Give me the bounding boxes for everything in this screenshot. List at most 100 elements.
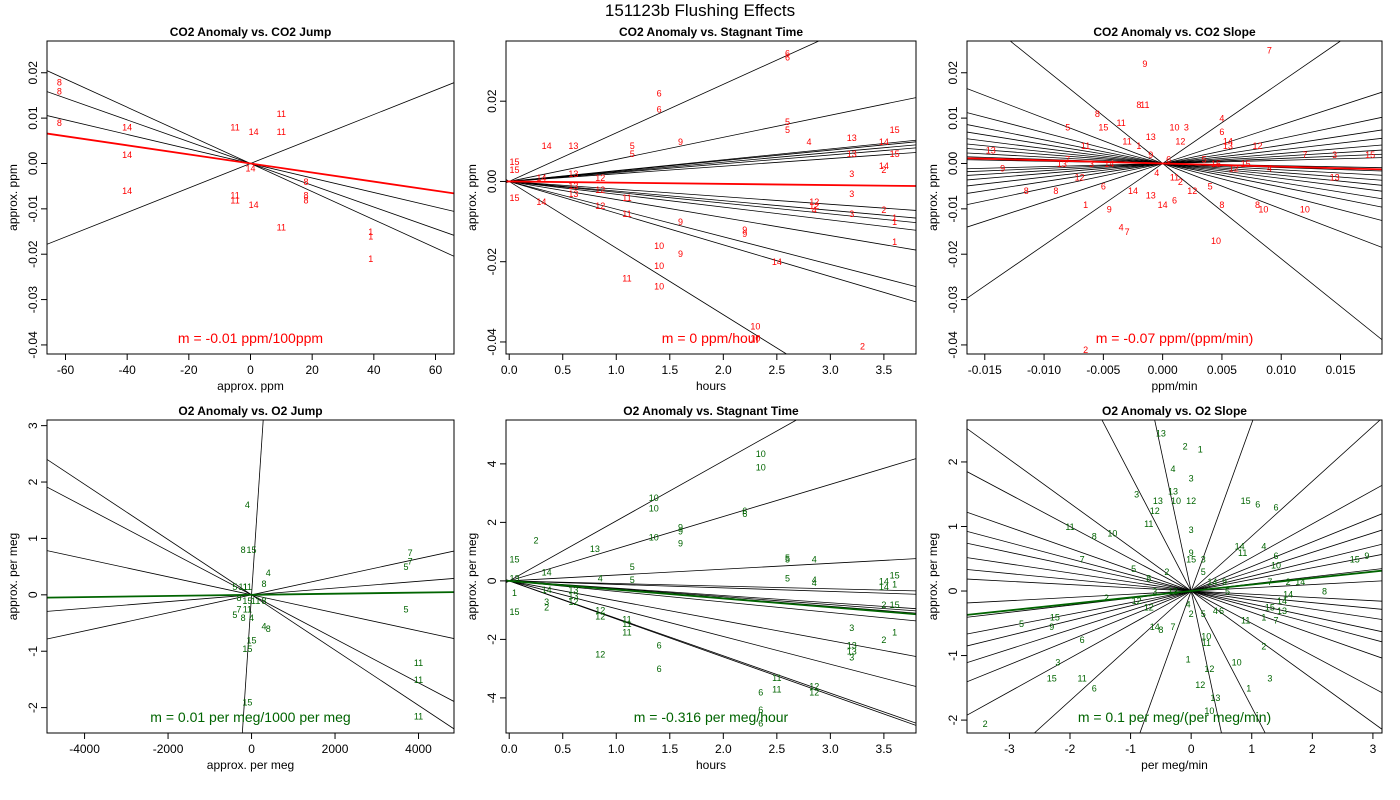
data-point-label: 5 xyxy=(785,125,790,135)
data-point-label: 15 xyxy=(890,149,900,159)
data-point-label: 3 xyxy=(849,652,854,662)
y-axis: -4 -2 0 2 4 xyxy=(485,460,506,703)
data-point-label: 15 xyxy=(247,545,257,555)
data-point-label: 10 xyxy=(1171,496,1181,506)
data-point-label: 4 xyxy=(812,578,817,588)
data-point-label: 15 xyxy=(1098,123,1108,133)
overall-fit-line xyxy=(506,180,916,187)
x-tick-label: 20 xyxy=(305,363,319,377)
data-point-label: 5 xyxy=(1131,564,1136,574)
data-point-label: 11 xyxy=(239,582,248,592)
x-tick-label: -40 xyxy=(118,363,136,377)
data-point-label: 12 xyxy=(568,597,578,607)
data-point-label: 15 xyxy=(1050,612,1060,622)
data-point-label: 1 xyxy=(368,254,373,264)
data-point-label: 8 xyxy=(262,596,267,606)
regression-line xyxy=(967,484,1382,716)
x-tick-label: -2000 xyxy=(153,742,184,756)
data-point-label: 8 xyxy=(303,177,308,187)
x-tick-label: 0.0 xyxy=(501,363,518,377)
data-point-label: 9 xyxy=(1142,59,1147,69)
data-point-label: 10 xyxy=(1258,204,1268,214)
data-point-label: 7 xyxy=(1267,577,1272,587)
data-point-label: 13 xyxy=(1146,191,1156,201)
data-point-label: 14 xyxy=(542,585,552,595)
data-point-label: 14 xyxy=(1277,596,1287,606)
x-tick-label: -0.010 xyxy=(1027,363,1061,377)
data-point-label: 2 xyxy=(1178,177,1183,187)
data-point-label: 13 xyxy=(568,169,578,179)
data-point-label: 13 xyxy=(847,149,857,159)
data-point-label: 15 xyxy=(247,635,257,645)
data-point-label: 9 xyxy=(1364,551,1369,561)
data-point-label: 3 xyxy=(1189,474,1194,484)
data-point-label: 13 xyxy=(568,585,578,595)
data-point-label: 11 xyxy=(1238,548,1247,558)
data-point-label: 12 xyxy=(1204,664,1214,674)
data-point-label: 13 xyxy=(568,141,578,151)
y-axis-label: approx. ppm xyxy=(465,164,479,231)
regression-line xyxy=(967,557,1382,620)
regression-line xyxy=(967,131,1382,200)
x-tick-label: 0.0 xyxy=(501,742,518,756)
data-point-label: 13 xyxy=(510,573,520,583)
data-point-label: 12 xyxy=(595,650,605,660)
data-point-label: 10 xyxy=(1271,561,1281,571)
data-point-label: 5 xyxy=(403,604,408,614)
data-point-label: 7 xyxy=(1065,154,1070,164)
data-point-label: 2 xyxy=(1183,441,1188,451)
data-point-label: 14 xyxy=(542,568,552,578)
data-point-label: 9 xyxy=(1049,622,1054,632)
data-point-label: 10 xyxy=(1201,632,1211,642)
data-point-label: 13 xyxy=(1210,693,1220,703)
data-point-label: 14 xyxy=(536,197,546,207)
y-tick-label: 0.00 xyxy=(946,151,960,175)
data-point-label: 11 xyxy=(1170,173,1179,183)
y-axis-label: approx. per meg xyxy=(465,533,479,620)
data-point-label: 12 xyxy=(595,606,605,616)
regression-line xyxy=(967,428,1382,730)
data-point-label: 14 xyxy=(879,582,889,592)
data-point-label: 12 xyxy=(1187,186,1197,196)
data-point-label: 11 xyxy=(772,685,781,695)
x-tick-label: -4000 xyxy=(69,742,100,756)
data-point-label: 9 xyxy=(1222,577,1227,587)
data-point-label: 5 xyxy=(785,554,790,564)
y-tick-label: -0.02 xyxy=(485,248,499,276)
data-point-label: 5 xyxy=(1201,609,1206,619)
data-point-label: 7 xyxy=(1267,46,1272,56)
x-axis: -0.015 -0.010 -0.005 0.000 0.005 0.010 0.015 xyxy=(968,354,1356,377)
data-point-label: 10 xyxy=(1169,123,1179,133)
data-point-label: 13 xyxy=(1153,496,1163,506)
data-point-label: 14 xyxy=(1223,136,1233,146)
data-point-label: 15 xyxy=(242,644,252,654)
data-point-label: 7 xyxy=(1170,622,1175,632)
chart-title: CO2 Anomaly vs. CO2 Slope xyxy=(1093,25,1256,39)
data-point-label: 2 xyxy=(1083,345,1088,355)
data-point-label: 13 xyxy=(1168,486,1178,496)
data-point-label: 11 xyxy=(230,195,239,205)
data-point-label: 14 xyxy=(772,257,782,267)
overall-fit-line xyxy=(967,569,1382,616)
data-point-label: 6 xyxy=(1166,154,1171,164)
data-point-label: 2 xyxy=(983,719,988,729)
data-point-label: 2 xyxy=(881,165,886,175)
data-point-label: 10 xyxy=(649,493,659,503)
data-point-label: 11 xyxy=(243,582,252,592)
data-point-label: 4 xyxy=(1119,222,1124,232)
data-point-label: 13 xyxy=(590,544,600,554)
data-point-label: 3 xyxy=(1152,587,1157,597)
y-axis-label: approx. ppm xyxy=(926,164,940,231)
x-tick-label: 2.0 xyxy=(715,742,732,756)
y-tick-label: 1 xyxy=(946,523,960,530)
data-point-label: 14 xyxy=(245,164,255,174)
data-point-label: 7 xyxy=(1125,227,1130,237)
data-point-label: 9 xyxy=(678,527,683,537)
data-point-label: 12 xyxy=(595,611,605,621)
data-point-label: 12 xyxy=(1252,141,1262,151)
chart-title: CO2 Anomaly vs. CO2 Jump xyxy=(170,25,332,39)
slope-annotation: m = 0.01 per meg/1000 per meg xyxy=(150,709,350,725)
